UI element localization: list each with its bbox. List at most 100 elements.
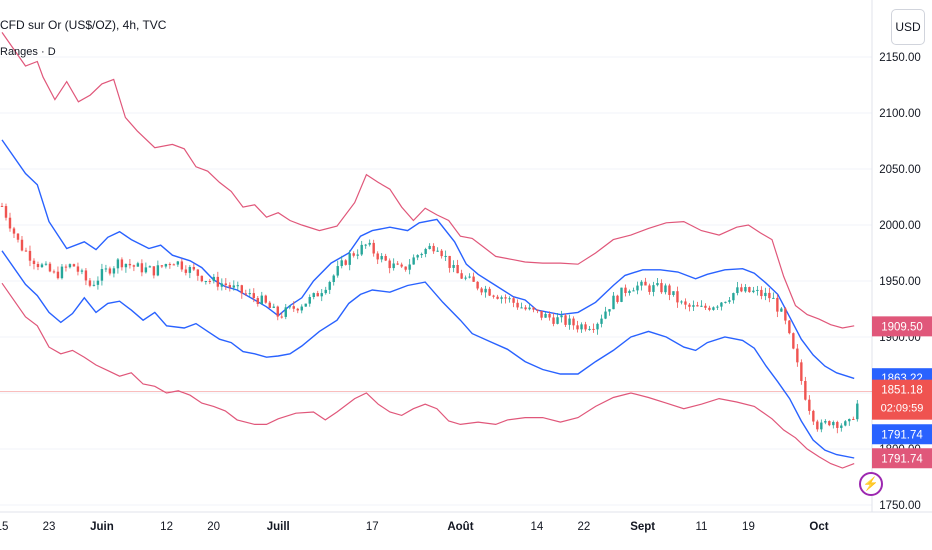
candle-body (452, 265, 455, 268)
candle-body (224, 283, 228, 286)
candle-body (56, 271, 60, 279)
candle-body (500, 297, 503, 299)
candle-body (256, 298, 259, 304)
candle-body (408, 264, 411, 270)
candle-body (584, 324, 587, 330)
candle-body (260, 295, 263, 304)
candle-body (736, 287, 739, 294)
candle-body (404, 266, 407, 270)
candle-body (852, 418, 855, 420)
y-tick-label: 2000.00 (879, 220, 921, 232)
candle-body (592, 328, 595, 330)
currency-button[interactable]: USD (891, 9, 925, 45)
candle-body (752, 290, 755, 293)
candle-body (540, 310, 543, 318)
candle-body (196, 269, 200, 276)
candle-body (416, 255, 419, 258)
candle-body (576, 325, 579, 330)
candle-body (836, 422, 839, 428)
x-tick-label: 12 (160, 521, 173, 533)
candle-body (200, 275, 204, 282)
candle-body (352, 253, 355, 256)
candle-body (384, 256, 387, 261)
candle-body (348, 253, 351, 265)
candle-body (692, 305, 695, 307)
x-tick-label: 19 (742, 521, 755, 533)
y-tick-label: 2050.00 (879, 164, 921, 176)
candle-body (772, 297, 775, 299)
candle-body (176, 261, 180, 265)
candle-body (124, 263, 128, 268)
candle-body (412, 257, 415, 265)
candle-body (556, 317, 559, 324)
candle-body (720, 302, 723, 307)
candle-body (472, 276, 475, 282)
candle-body (296, 308, 299, 311)
y-tick-label: 1750.00 (879, 500, 921, 512)
candle-body (164, 264, 168, 267)
candle-body (392, 263, 395, 269)
candle-body (252, 293, 255, 299)
x-tick-label: Juill (267, 521, 290, 533)
price-label-text: 1791.74 (881, 453, 923, 465)
candle-body (608, 309, 611, 312)
candle-body (128, 263, 132, 266)
candle-body (488, 288, 491, 296)
candle-body (160, 265, 164, 267)
candle-body (528, 307, 531, 310)
candle-body (376, 253, 379, 260)
candle-body (712, 307, 715, 310)
candle-body (400, 264, 403, 267)
candle-body (760, 289, 763, 297)
candle-body (144, 267, 148, 273)
price-label-box (872, 316, 932, 337)
candle-body (668, 285, 671, 295)
candle-body (104, 268, 108, 270)
candle-body (92, 284, 96, 286)
candle-body (776, 297, 779, 312)
price-label-box (872, 424, 932, 445)
candle-body (536, 309, 539, 311)
candle-body (312, 293, 315, 298)
candle-body (232, 285, 236, 288)
candle-body (380, 256, 383, 260)
candle-body (456, 265, 459, 274)
candle-body (240, 285, 244, 294)
candle-body (368, 242, 371, 245)
candle-body (216, 276, 220, 287)
candle-body (492, 295, 495, 297)
candle-body (796, 348, 799, 363)
candle-body (644, 281, 647, 286)
candle-body (724, 301, 727, 303)
candle-body (188, 266, 192, 273)
candle-body (116, 259, 120, 269)
candle-body (8, 217, 12, 229)
candle-body (624, 287, 627, 294)
candle-body (316, 293, 319, 297)
candle-body (688, 304, 691, 307)
band-line-outer-upper (1, 32, 855, 329)
candle-body (320, 293, 323, 297)
candle-body (4, 206, 8, 218)
candle-body (336, 266, 339, 276)
candle-body (208, 280, 212, 282)
candle-body (112, 268, 116, 274)
price-label-box (872, 448, 932, 469)
x-tick-label: 17 (366, 521, 379, 533)
candle-body (264, 295, 267, 303)
x-tick-label: 20 (207, 521, 220, 533)
candle-body (36, 263, 40, 268)
candle-body (304, 303, 307, 307)
candle-body (640, 281, 643, 286)
candle-body (120, 259, 124, 268)
price-label-text: 1909.50 (881, 321, 923, 333)
candle-body (248, 293, 251, 295)
indicator-legend[interactable]: Ranges · D (0, 46, 56, 58)
x-tick-label: 11 (695, 521, 707, 533)
lightning-icon[interactable]: ⚡ (859, 472, 883, 496)
candle-body (44, 263, 48, 265)
candle-body (676, 291, 679, 303)
candle-body (148, 266, 152, 268)
candle-body (552, 317, 555, 324)
